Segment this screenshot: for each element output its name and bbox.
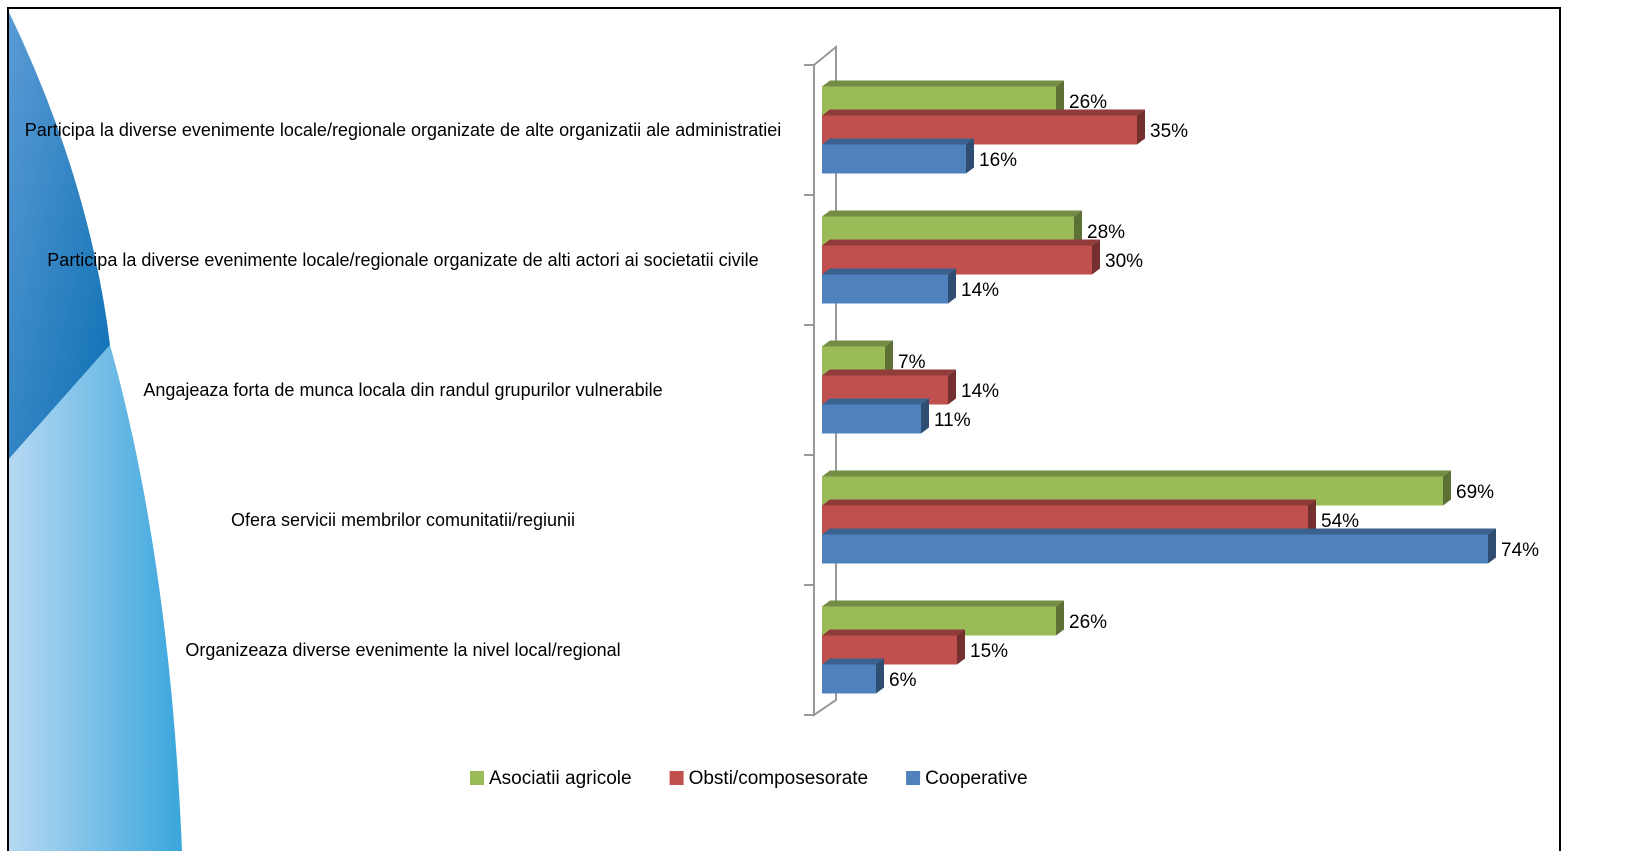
legend-label: Obsti/composesorate: [689, 768, 869, 789]
bar-side: [1308, 499, 1316, 535]
data-label: 26%: [1069, 612, 1107, 633]
bar: [822, 138, 974, 174]
bar-front: [822, 404, 921, 434]
bar-side: [1443, 470, 1451, 506]
data-label: 6%: [889, 670, 917, 691]
bar-top: [822, 340, 893, 347]
bar-top: [822, 398, 929, 405]
legend-swatch: [906, 771, 921, 785]
bar-side: [966, 138, 974, 174]
bar-front: [822, 664, 876, 694]
data-label: 35%: [1150, 121, 1188, 142]
data-label: 30%: [1105, 251, 1143, 272]
bar: [822, 658, 884, 694]
bar-side: [957, 629, 965, 665]
bar-front: [822, 274, 948, 304]
legend-label: Asociatii agricole: [489, 768, 632, 789]
bar-side: [885, 340, 893, 376]
bar-side: [1056, 80, 1064, 116]
category-label: Ofera servicii membrilor comunitatii/reg…: [230, 510, 576, 530]
data-label: 54%: [1321, 511, 1359, 532]
bar-top: [822, 600, 1064, 607]
legend-swatch: [669, 771, 684, 785]
bar-top: [822, 239, 1100, 246]
bar-top: [822, 210, 1082, 217]
data-label: 26%: [1069, 92, 1107, 113]
bar-side: [1056, 600, 1064, 636]
chart-frame: [7, 7, 1561, 851]
bar-front: [822, 144, 966, 174]
bar-top: [822, 109, 1145, 116]
data-label: 74%: [1501, 540, 1539, 561]
bar-side: [921, 398, 929, 434]
data-label: 14%: [961, 280, 999, 301]
bar-top: [822, 658, 884, 665]
data-label: 7%: [898, 352, 926, 373]
bar-top: [822, 528, 1496, 535]
bar-side: [1092, 239, 1100, 275]
bar-side: [948, 268, 956, 304]
decor-swoosh: [8, 345, 182, 851]
category-label: Organizeaza diverse evenimente la nivel …: [185, 640, 621, 660]
bar-top: [822, 268, 956, 275]
data-label: 15%: [970, 641, 1008, 662]
legend-label: Cooperative: [925, 768, 1027, 789]
data-label: 28%: [1087, 222, 1125, 243]
bar-side: [1074, 210, 1082, 246]
data-label: 11%: [934, 410, 971, 431]
data-label: 69%: [1456, 482, 1494, 503]
decor-swoosh: [8, 10, 110, 460]
bar-front: [822, 534, 1488, 564]
bar-top: [822, 499, 1316, 506]
bar-top: [822, 369, 956, 376]
bar-top: [822, 470, 1451, 477]
data-label: 14%: [961, 381, 999, 402]
category-label: Participa la diverse evenimente locale/r…: [24, 120, 782, 140]
bar-side: [1137, 109, 1145, 145]
bar: [822, 268, 956, 304]
category-label: Angajeaza forta de munca locala din rand…: [143, 380, 663, 400]
bar-top: [822, 629, 965, 636]
category-axis: [813, 44, 837, 717]
bar-side: [1488, 528, 1496, 564]
bar-top: [822, 80, 1064, 87]
bar-top: [822, 138, 974, 145]
category-label: Participa la diverse evenimente locale/r…: [47, 250, 759, 270]
bar-side: [876, 658, 884, 694]
legend-swatch: [470, 771, 484, 785]
bar-side: [948, 369, 956, 405]
bar: [822, 528, 1496, 564]
data-label: 16%: [979, 150, 1017, 171]
bar: [822, 398, 929, 434]
